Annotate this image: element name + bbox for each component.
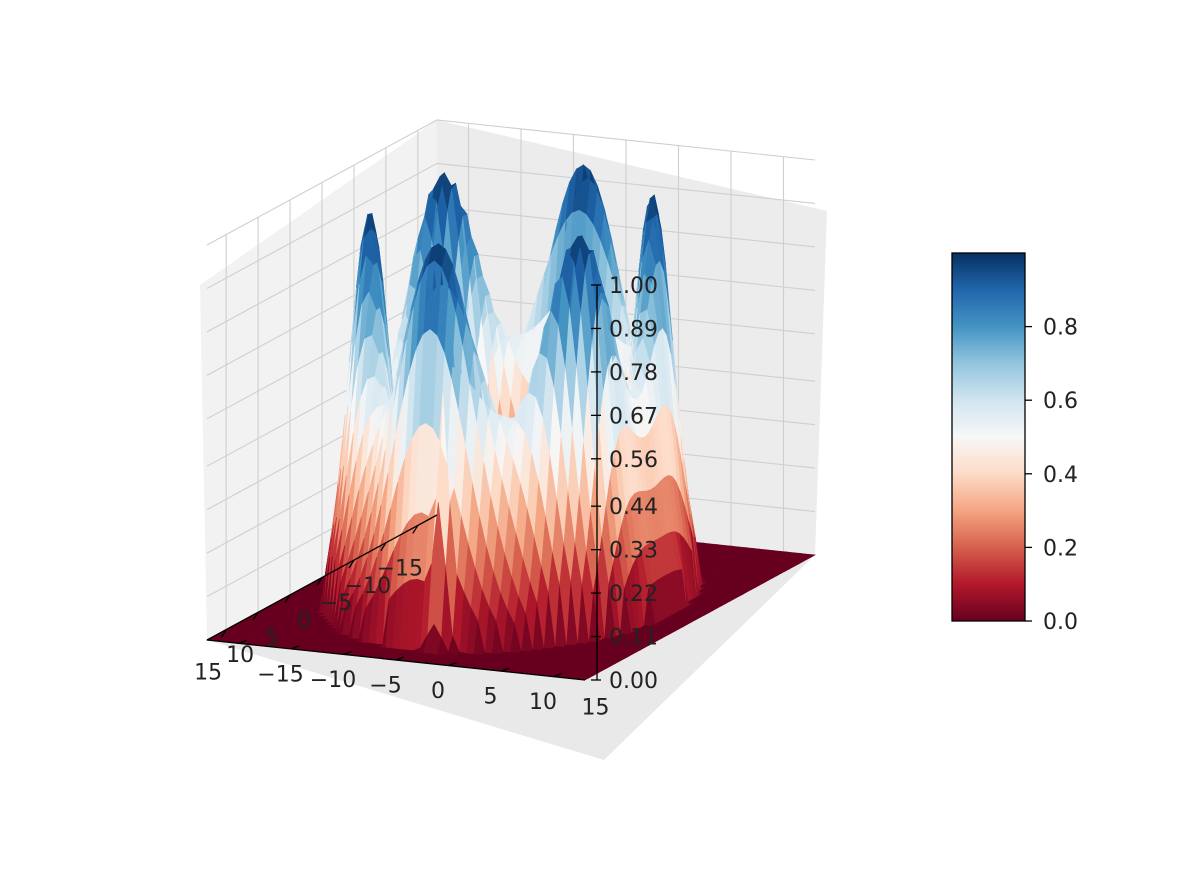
colorbar-ticks: 0.0 0.2 0.4 0.6 0.8 <box>1025 316 1078 635</box>
y-tick-label: 5 <box>484 685 498 710</box>
colorbar-tick-label: 0.4 <box>1043 463 1078 488</box>
z-tick-label: 0.00 <box>609 669 658 694</box>
colorbar-tick-label: 0.2 <box>1043 536 1078 561</box>
colorbar-tick-label: 0.0 <box>1043 610 1078 635</box>
grid-line <box>206 162 816 289</box>
colorbar-tick-label: 0.6 <box>1043 389 1078 414</box>
z-tick-label: 0.22 <box>609 582 658 607</box>
colorbar: 0.0 0.2 0.4 0.6 0.8 <box>951 252 1078 635</box>
x-tick-label: 15 <box>194 661 222 686</box>
z-tick-label: 0.11 <box>609 626 658 651</box>
y-tick-label: 0 <box>431 679 445 704</box>
x-tick-label: 10 <box>226 643 254 668</box>
axes-3d: 0.00 0.11 0.22 0.33 0.44 0.56 0.67 0.78 0.89 1.00… <box>194 119 827 760</box>
z-tick-label: 0.78 <box>609 361 658 386</box>
surface-plot <box>205 164 817 681</box>
colorbar-gradient <box>951 252 1026 622</box>
z-tick-label: 0.67 <box>609 404 658 429</box>
y-tick-label: 15 <box>582 696 610 721</box>
z-tick-label: 0.33 <box>609 539 658 564</box>
colorbar-tick-label: 0.8 <box>1043 316 1078 341</box>
y-tick-label: −5 <box>369 673 401 698</box>
y-tick-label: 10 <box>529 690 557 715</box>
z-tick-label: 0.89 <box>609 317 658 342</box>
x-tick-label: 0 <box>297 609 311 634</box>
z-tick-label: 0.44 <box>609 495 658 520</box>
y-tick-label: −15 <box>257 662 303 687</box>
x-tick-label: −5 <box>320 591 352 616</box>
grid-line <box>206 119 816 246</box>
z-tick-label: 1.00 <box>609 274 658 299</box>
y-tick-label: −10 <box>310 668 356 693</box>
z-tick-label: 0.56 <box>609 448 658 473</box>
